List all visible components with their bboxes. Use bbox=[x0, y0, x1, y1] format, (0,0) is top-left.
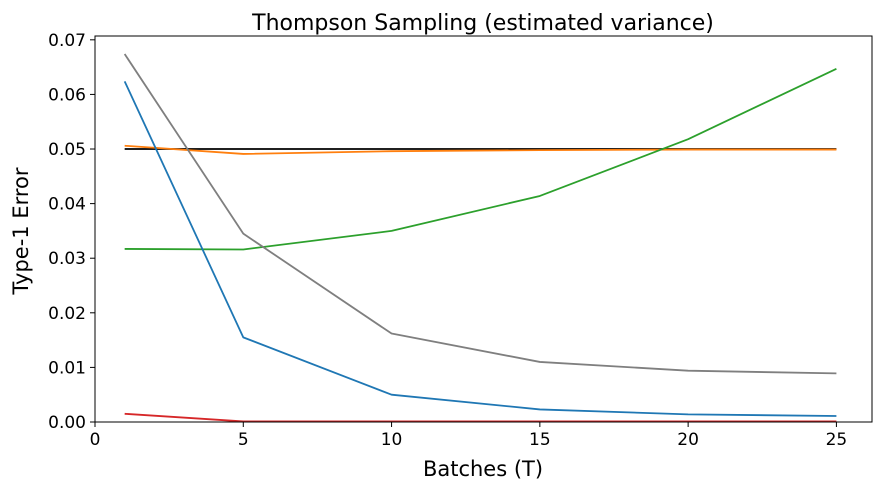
y-tick-label: 0.01 bbox=[48, 358, 86, 378]
x-tick-label: 20 bbox=[677, 430, 699, 450]
y-tick-label: 0.07 bbox=[48, 31, 86, 51]
x-tick-label: 0 bbox=[90, 430, 101, 450]
x-tick-label: 5 bbox=[238, 430, 249, 450]
series-line-3 bbox=[124, 67, 837, 251]
y-tick-label: 0.02 bbox=[48, 304, 86, 324]
y-axis-label: Type-1 Error bbox=[9, 167, 33, 295]
y-tick-label: 0.04 bbox=[48, 195, 86, 215]
plot-frame bbox=[94, 35, 873, 423]
y-tick-label: 0.05 bbox=[48, 140, 86, 160]
chart-title: Thompson Sampling (estimated variance) bbox=[251, 11, 714, 36]
series-line-2 bbox=[124, 144, 837, 155]
y-tick-label: 0.03 bbox=[48, 249, 86, 269]
x-tick-label: 25 bbox=[826, 430, 848, 450]
series-line-6 bbox=[124, 412, 837, 423]
series-line-4 bbox=[123, 53, 837, 375]
y-tick-label: 0.00 bbox=[48, 413, 86, 433]
series-line-5 bbox=[123, 80, 837, 417]
y-tick-label: 0.06 bbox=[48, 85, 86, 105]
x-tick-label: 10 bbox=[381, 430, 403, 450]
x-tick-label: 15 bbox=[529, 430, 551, 450]
series-layer bbox=[123, 53, 837, 423]
ticks-layer: 0 5 10 15 20 25 0.00 0.01 0.02 0.03 0.04 0.05 0.06 0.… bbox=[48, 31, 847, 450]
x-axis-label: Batches (T) bbox=[423, 457, 543, 481]
